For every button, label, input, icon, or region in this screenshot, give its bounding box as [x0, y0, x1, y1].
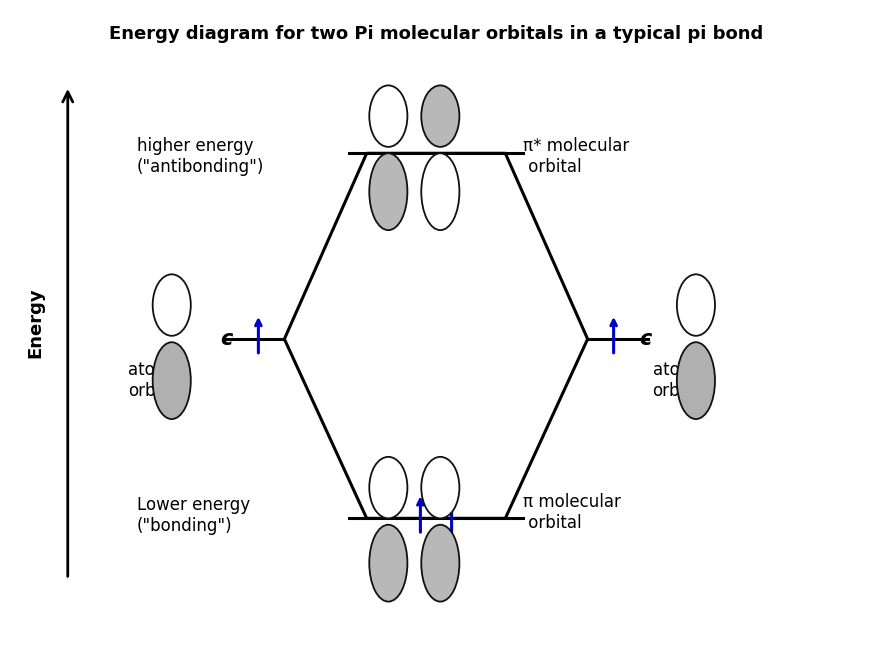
Text: Lower energy
("bonding"): Lower energy ("bonding"): [137, 496, 250, 535]
Text: atomic
orbital: atomic orbital: [128, 361, 185, 401]
Ellipse shape: [421, 85, 460, 147]
Text: π molecular
 orbital: π molecular orbital: [522, 493, 621, 532]
Ellipse shape: [421, 525, 460, 601]
Ellipse shape: [677, 275, 715, 336]
Ellipse shape: [153, 342, 191, 419]
Ellipse shape: [369, 525, 407, 601]
Ellipse shape: [421, 457, 460, 518]
Text: π* molecular
 orbital: π* molecular orbital: [522, 137, 629, 176]
Ellipse shape: [369, 85, 407, 147]
Text: higher energy
("antibonding"): higher energy ("antibonding"): [137, 137, 264, 176]
Ellipse shape: [369, 153, 407, 230]
Text: Energy diagram for two Pi molecular orbitals in a typical pi bond: Energy diagram for two Pi molecular orbi…: [109, 25, 763, 43]
Ellipse shape: [677, 342, 715, 419]
Text: Energy: Energy: [27, 287, 44, 359]
Ellipse shape: [421, 153, 460, 230]
Text: atomic
orbital: atomic orbital: [652, 361, 709, 401]
Text: c: c: [220, 329, 232, 349]
Ellipse shape: [153, 275, 191, 336]
Ellipse shape: [369, 457, 407, 518]
Text: c: c: [640, 329, 652, 349]
